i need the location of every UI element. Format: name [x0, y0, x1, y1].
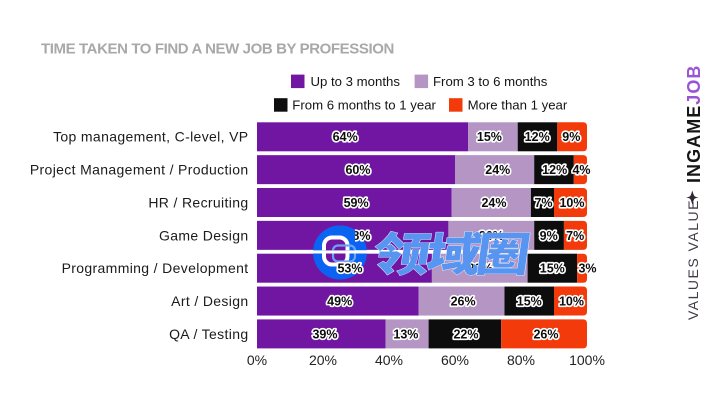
svg-text:VALUES VALUE: VALUES VALUE [685, 199, 701, 320]
svg-text:7%: 7% [566, 229, 584, 243]
svg-text:From 6 months to 1 year: From 6 months to 1 year [292, 98, 436, 113]
svg-text:20%: 20% [309, 352, 337, 368]
svg-text:Project Management / Productio: Project Management / Production [30, 162, 249, 178]
svg-text:3%: 3% [578, 262, 596, 276]
svg-text:Top management, C-level, VP: Top management, C-level, VP [53, 129, 248, 145]
svg-text:60%: 60% [345, 163, 370, 177]
svg-text:QA / Testing: QA / Testing [169, 326, 248, 342]
svg-text:64%: 64% [333, 130, 358, 144]
svg-text:Art / Design: Art / Design [171, 293, 248, 309]
svg-text:24%: 24% [481, 196, 506, 210]
svg-text:12%: 12% [542, 163, 567, 177]
svg-text:7%: 7% [534, 196, 552, 210]
svg-text:15%: 15% [517, 294, 542, 308]
svg-text:15%: 15% [477, 130, 502, 144]
svg-text:60%: 60% [441, 352, 469, 368]
svg-text:More than 1 year: More than 1 year [468, 98, 568, 113]
svg-text:39%: 39% [312, 327, 337, 341]
svg-text:0%: 0% [247, 352, 267, 368]
svg-text:From 3 to 6 months: From 3 to 6 months [433, 74, 548, 89]
svg-text:15%: 15% [540, 262, 565, 276]
svg-text:80%: 80% [507, 352, 535, 368]
svg-text:9%: 9% [540, 229, 558, 243]
svg-text:13%: 13% [393, 327, 418, 341]
svg-text:HR / Recruiting: HR / Recruiting [148, 194, 248, 210]
svg-text:12%: 12% [525, 130, 550, 144]
svg-text:26%: 26% [533, 327, 558, 341]
svg-text:24%: 24% [485, 163, 510, 177]
svg-text:22%: 22% [453, 327, 478, 341]
svg-text:TIME TAKEN TO FIND A NEW JOB B: TIME TAKEN TO FIND A NEW JOB BY PROFESSI… [41, 41, 394, 58]
svg-text:10%: 10% [559, 196, 584, 210]
svg-text:Game Design: Game Design [159, 227, 248, 243]
svg-text:Programming / Development: Programming / Development [62, 260, 249, 276]
svg-text:100%: 100% [569, 352, 605, 368]
svg-text:Up to 3 months: Up to 3 months [311, 74, 401, 89]
svg-text:9%: 9% [562, 130, 580, 144]
svg-text:49%: 49% [327, 294, 352, 308]
svg-text:59%: 59% [344, 196, 369, 210]
svg-text:53%: 53% [337, 262, 362, 276]
svg-text:26%: 26% [451, 294, 476, 308]
svg-text:INGAMEJOB: INGAMEJOB [684, 65, 704, 183]
svg-text:40%: 40% [375, 352, 403, 368]
svg-text:10%: 10% [559, 294, 584, 308]
svg-text:4%: 4% [572, 163, 590, 177]
